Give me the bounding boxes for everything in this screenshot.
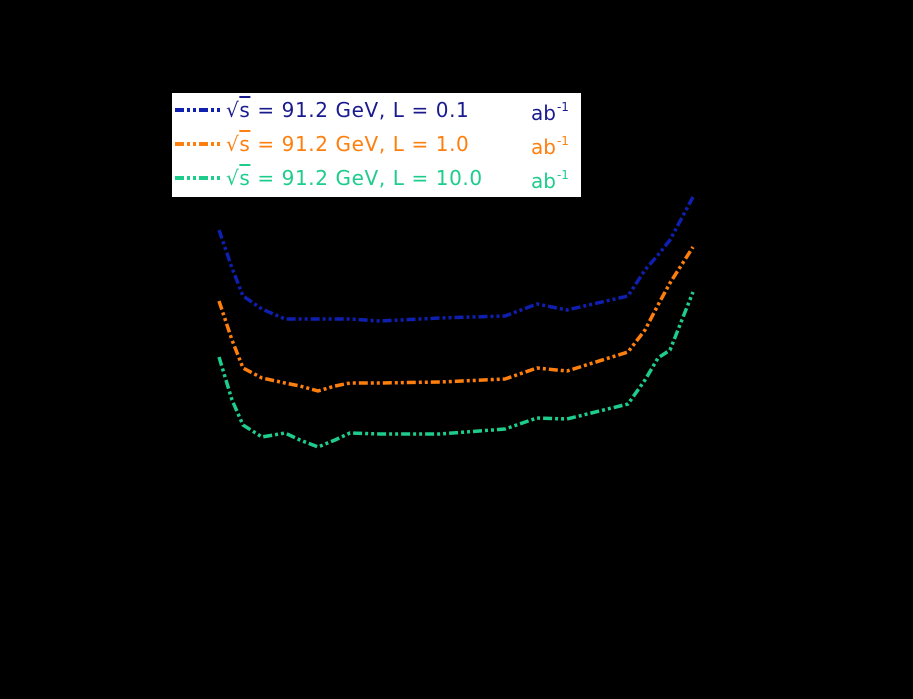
legend-label: √s = 91.2 GeV, L = 1.0 — [226, 134, 469, 154]
legend-entry-l1: √s = 91.2 GeV, L = 1.0 ab-1 — [172, 127, 581, 161]
sqrt-s-symbol: s — [239, 98, 251, 122]
unit-exponent: -1 — [556, 134, 569, 148]
legend-unit: ab-1 — [531, 165, 569, 191]
legend-label-text: = 91.2 GeV, L = 1.0 — [250, 132, 470, 156]
legend-line-swatch — [175, 142, 223, 146]
legend-line-swatch — [175, 176, 223, 180]
unit-text: ab — [531, 169, 556, 193]
legend-label-text: = 91.2 GeV, L = 10.0 — [250, 166, 483, 190]
unit-text: ab — [531, 101, 556, 125]
unit-exponent: -1 — [556, 168, 569, 182]
series-line-0 — [217, 196, 695, 323]
sqrt-symbol: √ — [226, 98, 240, 122]
legend-label: √s = 91.2 GeV, L = 0.1 — [226, 100, 469, 120]
legend-unit: ab-1 — [531, 97, 569, 123]
sqrt-symbol: √ — [226, 166, 240, 190]
legend-line-swatch — [175, 108, 223, 112]
legend-entry-l10: √s = 91.2 GeV, L = 10.0 ab-1 — [172, 161, 581, 195]
legend-label: √s = 91.2 GeV, L = 10.0 — [226, 168, 483, 188]
unit-exponent: -1 — [556, 100, 569, 114]
legend-unit: ab-1 — [531, 131, 569, 157]
series-line-2 — [217, 291, 695, 449]
legend-entry-l01: √s = 91.2 GeV, L = 0.1 ab-1 — [172, 93, 581, 127]
series-line-1 — [217, 246, 695, 393]
sqrt-s-symbol: s — [239, 132, 251, 156]
unit-text: ab — [531, 135, 556, 159]
legend: √s = 91.2 GeV, L = 0.1 ab-1 √s = 91.2 Ge… — [172, 93, 581, 197]
legend-label-text: = 91.2 GeV, L = 0.1 — [250, 98, 470, 122]
curves-group — [217, 196, 695, 449]
sqrt-symbol: √ — [226, 132, 240, 156]
sqrt-s-symbol: s — [239, 166, 251, 190]
